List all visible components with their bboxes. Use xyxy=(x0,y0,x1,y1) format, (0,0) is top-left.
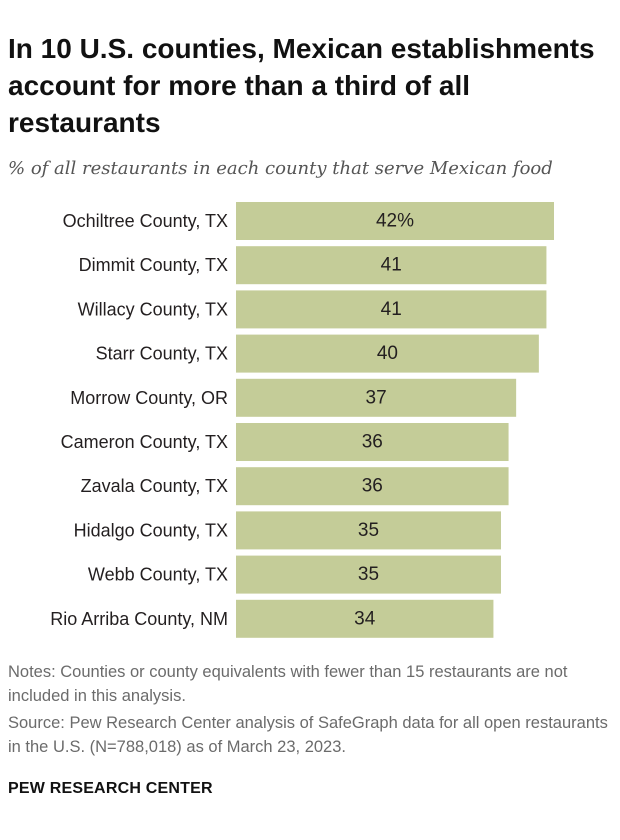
source-text: Source: Pew Research Center analysis of … xyxy=(8,714,608,756)
category-label: Willacy County, TX xyxy=(78,299,228,319)
value-label: 37 xyxy=(366,387,387,408)
bar-4 xyxy=(236,334,539,373)
category-label: Cameron County, TX xyxy=(61,432,228,452)
chart-subtitle: % of all restaurants in each county that… xyxy=(8,158,553,179)
bar-5 xyxy=(236,378,517,417)
category-label: Hidalgo County, TX xyxy=(74,520,228,540)
notes-text: Notes: Counties or county equivalents wi… xyxy=(8,663,568,705)
category-label: Morrow County, OR xyxy=(70,388,228,408)
bar-2 xyxy=(236,246,547,285)
bar-6 xyxy=(236,423,509,461)
category-label: Starr County, TX xyxy=(96,344,228,364)
value-label: 35 xyxy=(358,520,379,541)
category-label: Webb County, TX xyxy=(88,565,228,585)
category-label: Ochiltree County, TX xyxy=(63,211,228,231)
bar-10 xyxy=(236,599,494,638)
value-label: 36 xyxy=(362,476,383,497)
bar-8 xyxy=(236,511,501,550)
bar-1 xyxy=(236,202,554,240)
value-label: 42% xyxy=(376,211,414,232)
value-label: 41 xyxy=(381,255,402,276)
bar-7 xyxy=(236,467,509,506)
bar-9 xyxy=(236,555,501,594)
category-label: Zavala County, TX xyxy=(81,476,228,496)
value-label: 35 xyxy=(358,564,379,585)
value-label: 36 xyxy=(362,432,383,453)
chart-title: In 10 U.S. counties, Mexican establishme… xyxy=(8,33,595,138)
category-label: Dimmit County, TX xyxy=(79,255,228,275)
category-label: Rio Arriba County, NM xyxy=(50,609,228,629)
value-label: 40 xyxy=(377,343,398,364)
bar-chart: Ochiltree County, TX 42% Dimmit County, TX… xyxy=(50,202,554,638)
value-label: 41 xyxy=(381,299,402,320)
value-label: 34 xyxy=(354,608,376,629)
bar-3 xyxy=(236,290,547,329)
brand-logo-text: PEW RESEARCH CENTER xyxy=(8,780,213,797)
